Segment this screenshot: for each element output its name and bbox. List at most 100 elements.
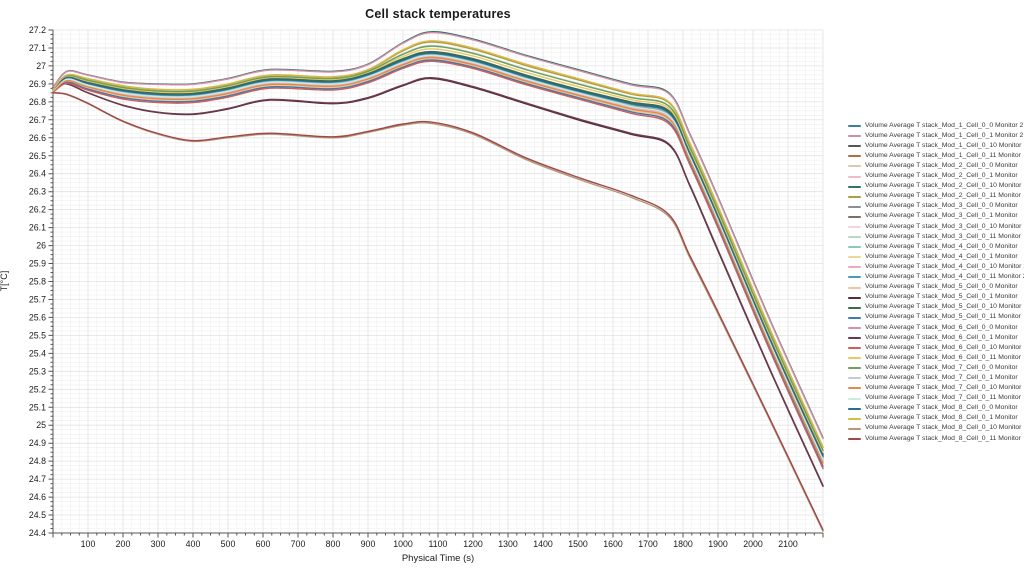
- y-tick-label: 26.3: [29, 187, 46, 197]
- legend-swatch: [848, 215, 861, 218]
- legend-item[interactable]: Volume Average T stack_Mod_6_Cell_0_11 M…: [848, 353, 1022, 363]
- y-tick-label: 25.1: [29, 402, 46, 412]
- legend-label: Volume Average T stack_Mod_5_Cell_0_11 M…: [865, 313, 1021, 321]
- x-tick-label: 1400: [533, 539, 553, 549]
- y-axis-label: T[°C]: [0, 270, 9, 292]
- y-tick-label: 24.5: [29, 510, 46, 520]
- legend-item[interactable]: Volume Average T stack_Mod_3_Cell_0_1 Mo…: [848, 212, 1022, 222]
- legend-label: Volume Average T stack_Mod_8_Cell_0_10 M…: [865, 424, 1022, 432]
- legend-label: Volume Average T stack_Mod_2_Cell_0_11 M…: [865, 192, 1021, 200]
- series-line: [52, 59, 824, 468]
- x-tick-label: 1800: [673, 539, 693, 549]
- legend-item[interactable]: Volume Average T stack_Mod_2_Cell_0_11 M…: [848, 192, 1022, 202]
- legend-label: Volume Average T stack_Mod_6_Cell_0_0 Mo…: [865, 323, 1018, 331]
- legend-swatch: [848, 256, 861, 259]
- chart-legend: Volume Average T stack_Mod_1_Cell_0_0 Mo…: [848, 121, 1024, 444]
- y-tick-label: 25.4: [29, 348, 46, 358]
- legend-swatch: [848, 417, 861, 420]
- legend-swatch: [848, 377, 861, 380]
- legend-item[interactable]: Volume Average T stack_Mod_1_Cell_0_11 M…: [848, 151, 1022, 161]
- legend-item[interactable]: Volume Average T stack_Mod_7_Cell_0_11 M…: [848, 394, 1022, 404]
- legend-item[interactable]: Volume Average T stack_Mod_1_Cell_0_0 Mo…: [848, 121, 1024, 131]
- legend-item[interactable]: Volume Average T stack_Mod_5_Cell_0_1 Mo…: [848, 293, 1022, 303]
- legend-swatch: [848, 437, 861, 440]
- legend-item[interactable]: Volume Average T stack_Mod_1_Cell_0_10 M…: [848, 141, 1022, 151]
- series-line: [52, 54, 824, 461]
- legend-item[interactable]: Volume Average T stack_Mod_8_Cell_0_11 M…: [848, 434, 1022, 444]
- series-line: [52, 56, 824, 464]
- legend-swatch: [848, 195, 861, 198]
- x-tick-label: 1500: [568, 539, 588, 549]
- legend-item[interactable]: Volume Average T stack_Mod_2_Cell_0_10 M…: [848, 182, 1022, 192]
- legend-item[interactable]: Volume Average T stack_Mod_4_Cell_0_1 Mo…: [848, 252, 1022, 262]
- legend-item[interactable]: Volume Average T stack_Mod_7_Cell_0_1 Mo…: [848, 373, 1022, 383]
- legend-item[interactable]: Volume Average T stack_Mod_5_Cell_0_0 Mo…: [848, 283, 1022, 293]
- plot-area[interactable]: [53, 30, 823, 533]
- legend-swatch: [848, 185, 861, 188]
- legend-item[interactable]: Volume Average T stack_Mod_1_Cell_0_1 Mo…: [848, 131, 1023, 141]
- x-tick-label: 1900: [708, 539, 728, 549]
- legend-item[interactable]: Volume Average T stack_Mod_4_Cell_0_0 Mo…: [848, 242, 1022, 252]
- legend-label: Volume Average T stack_Mod_1_Cell_0_10 M…: [865, 141, 1022, 149]
- legend-item[interactable]: Volume Average T stack_Mod_6_Cell_0_0 Mo…: [848, 323, 1022, 333]
- legend-item[interactable]: Volume Average T stack_Mod_7_Cell_0_10 M…: [848, 383, 1022, 393]
- x-tick-label: 1200: [463, 539, 483, 549]
- series-line: [52, 48, 824, 453]
- legend-swatch: [848, 266, 861, 269]
- legend-swatch: [848, 276, 861, 279]
- axis-ticks: [48, 29, 824, 538]
- legend-swatch: [848, 145, 861, 148]
- legend-label: Volume Average T stack_Mod_5_Cell_0_0 Mo…: [865, 283, 1018, 291]
- legend-item[interactable]: Volume Average T stack_Mod_3_Cell_0_10 M…: [848, 222, 1022, 232]
- x-tick-label: 1300: [498, 539, 518, 549]
- legend-item[interactable]: Volume Average T stack_Mod_4_Cell_0_10 M…: [848, 262, 1024, 272]
- x-tick-label: 1000: [393, 539, 413, 549]
- legend-label: Volume Average T stack_Mod_3_Cell_0_0 Mo…: [865, 202, 1018, 210]
- y-tick-label: 27: [36, 61, 46, 71]
- legend-item[interactable]: Volume Average T stack_Mod_6_Cell_0_1 Mo…: [848, 333, 1022, 343]
- series-line: [52, 60, 824, 470]
- y-tick-label: 26.2: [29, 205, 46, 215]
- legend-swatch: [848, 407, 861, 410]
- legend-item[interactable]: Volume Average T stack_Mod_4_Cell_0_11 M…: [848, 272, 1024, 282]
- legend-label: Volume Average T stack_Mod_6_Cell_0_1 Mo…: [865, 333, 1018, 341]
- legend-item[interactable]: Volume Average T stack_Mod_3_Cell_0_0 Mo…: [848, 202, 1022, 212]
- legend-item[interactable]: Volume Average T stack_Mod_5_Cell_0_11 M…: [848, 313, 1022, 323]
- legend-item[interactable]: Volume Average T stack_Mod_6_Cell_0_10 M…: [848, 343, 1022, 353]
- legend-label: Volume Average T stack_Mod_8_Cell_0_0 Mo…: [865, 404, 1018, 412]
- y-tick-label: 25.8: [29, 277, 46, 287]
- legend-item[interactable]: Volume Average T stack_Mod_3_Cell_0_11 M…: [848, 232, 1022, 242]
- x-tick-label: 1600: [603, 539, 623, 549]
- y-tick-label: 25: [36, 420, 46, 430]
- x-axis-label: Physical Time (s): [401, 553, 475, 564]
- legend-item[interactable]: Volume Average T stack_Mod_7_Cell_0_0 Mo…: [848, 363, 1022, 373]
- legend-item[interactable]: Volume Average T stack_Mod_5_Cell_0_10 M…: [848, 303, 1022, 313]
- legend-label: Volume Average T stack_Mod_3_Cell_0_11 M…: [865, 232, 1021, 240]
- y-tick-label: 24.6: [29, 492, 46, 502]
- legend-label: Volume Average T stack_Mod_6_Cell_0_10 M…: [865, 343, 1022, 351]
- legend-item[interactable]: Volume Average T stack_Mod_2_Cell_0_1 Mo…: [848, 171, 1022, 181]
- x-tick-label: 400: [186, 539, 201, 549]
- legend-swatch: [848, 286, 861, 289]
- legend-item[interactable]: Volume Average T stack_Mod_8_Cell_0_0 Mo…: [848, 404, 1022, 414]
- series-line: [52, 40, 824, 448]
- series-line: [52, 52, 824, 457]
- y-tick-label: 25.3: [29, 366, 46, 376]
- legend-item[interactable]: Volume Average T stack_Mod_8_Cell_0_1 Mo…: [848, 414, 1022, 424]
- legend-label: Volume Average T stack_Mod_3_Cell_0_10 M…: [865, 222, 1022, 230]
- x-tick-label: 2000: [743, 539, 763, 549]
- legend-swatch: [848, 296, 861, 299]
- y-tick-label: 24.7: [29, 474, 46, 484]
- legend-label: Volume Average T stack_Mod_5_Cell_0_10 M…: [865, 303, 1022, 311]
- y-tick-label: 25.9: [29, 259, 46, 269]
- legend-item[interactable]: Volume Average T stack_Mod_2_Cell_0_0 Mo…: [848, 161, 1022, 171]
- legend-item[interactable]: Volume Average T stack_Mod_8_Cell_0_10 M…: [848, 424, 1022, 434]
- legend-label: Volume Average T stack_Mod_3_Cell_0_1 Mo…: [865, 212, 1018, 220]
- y-tick-label: 24.8: [29, 456, 46, 466]
- y-tick-label: 26.9: [29, 79, 46, 89]
- legend-label: Volume Average T stack_Mod_5_Cell_0_1 Mo…: [865, 293, 1018, 301]
- chart-title: Cell stack temperatures: [365, 7, 511, 21]
- y-tick-label: 26.4: [29, 169, 46, 179]
- y-tick-label: 27.2: [29, 25, 46, 35]
- legend-label: Volume Average T stack_Mod_1_Cell_0_0 Mo…: [865, 121, 1024, 129]
